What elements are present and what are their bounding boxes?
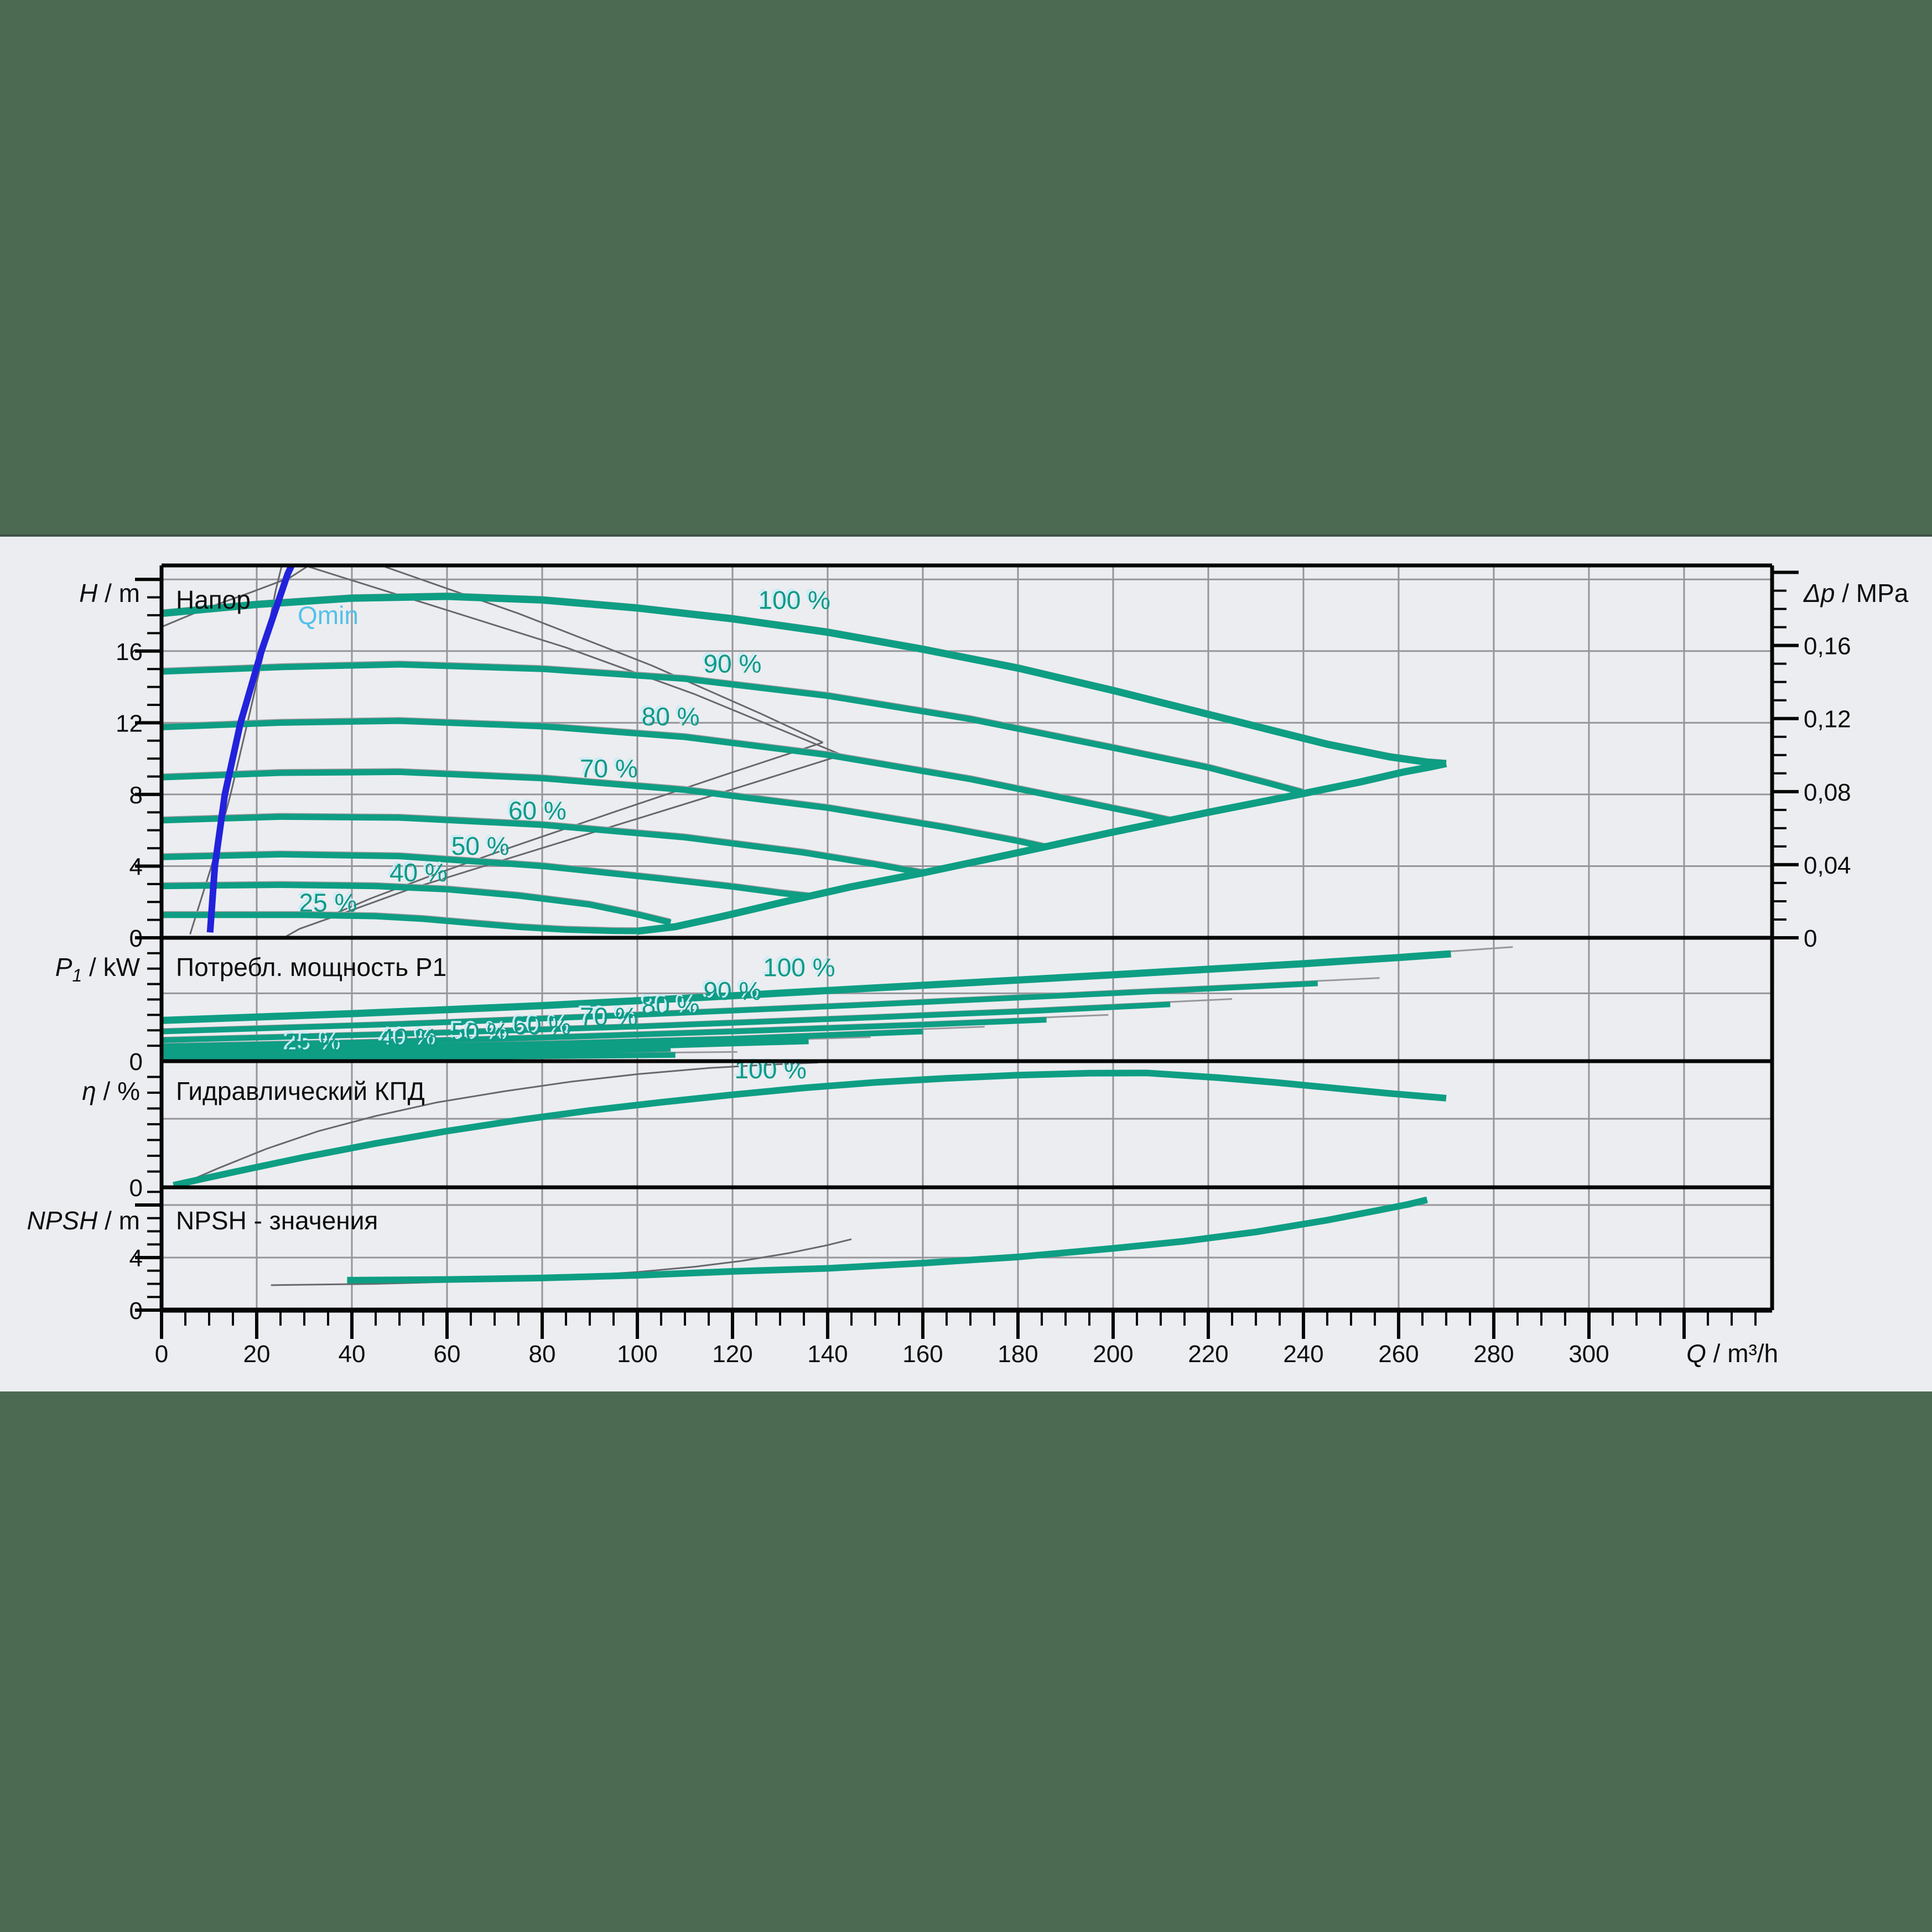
curve-label: 90 % [704, 649, 762, 678]
curve-label-shadow: 40 % [387, 856, 445, 885]
x-tick-label: 60 [434, 1341, 461, 1368]
panel-head [162, 565, 1772, 938]
x-tick-label: 220 [1188, 1341, 1228, 1368]
curve-label-shadow: 60 % [506, 794, 564, 823]
curve-label: 25 % [299, 889, 357, 917]
x-tick-label: 300 [1569, 1341, 1609, 1368]
curve-speed-90 [162, 661, 1305, 796]
curve-label-shadow: 70 % [578, 1000, 636, 1029]
panel-title-head: Напор [176, 585, 251, 614]
curve-label: Qmin [298, 601, 359, 630]
curve-speed-100 [162, 593, 1447, 767]
curve-p1-100 [162, 950, 1451, 1024]
curve-label-shadow: 25 % [283, 1026, 341, 1055]
curve-label: 25 % [285, 1029, 343, 1057]
panel-title-eff: Гидравлический КПД [176, 1077, 425, 1105]
curve-label-shadow: 25 % [297, 886, 355, 915]
curve-label: 70 % [580, 754, 638, 783]
curve-eff-reference [180, 1061, 818, 1186]
curve-envelope-min-flow [637, 760, 1447, 935]
curve-label: 40 % [389, 858, 448, 887]
y2-tick-label: 0,04 [1804, 852, 1851, 879]
y2-tick-label: 0 [1804, 925, 1817, 952]
axis-label-head: H / m [79, 579, 140, 607]
curve-label-shadow: 100 % [761, 951, 833, 980]
curve-contour-left [189, 567, 283, 934]
axis-label-npsh: NPSH / m [27, 1206, 140, 1235]
x-tick-label: 260 [1378, 1341, 1419, 1368]
axis-label-power: P1 / kW [55, 953, 141, 985]
curve-speed-40 [162, 881, 672, 926]
curve-label-shadow: 70 % [578, 752, 636, 781]
curve-label-shadow: 80 % [640, 700, 698, 729]
curve-label-shadow: 100 % [756, 584, 828, 612]
y2-tick-label: 0,12 [1804, 706, 1851, 733]
curve-label: 60 % [513, 1011, 572, 1040]
x-tick-label: 40 [339, 1341, 366, 1368]
x-tick-label: 280 [1473, 1341, 1514, 1368]
curve-contour-leaf2-lower [333, 741, 823, 916]
x-tick-label: 100 [617, 1341, 657, 1368]
x-tick-label: 140 [807, 1341, 848, 1368]
panel-eff [162, 1061, 1772, 1187]
panel-title-npsh: NPSH - значения [176, 1206, 378, 1235]
curve-eff-100 [173, 1069, 1447, 1187]
curve-label-shadow: 60 % [511, 1009, 569, 1037]
curve-label-shadow: 50 % [449, 829, 507, 858]
curve-speed-70 [162, 768, 1047, 850]
curve-label: 100 % [763, 953, 835, 982]
curve-p1-25 [162, 1052, 676, 1061]
curve-label: 50 % [451, 832, 510, 860]
curve-p1-60 [162, 1029, 923, 1054]
curve-p1-50 [162, 1038, 809, 1057]
x-tick-label: 180 [998, 1341, 1038, 1368]
curve-speed-80 [162, 718, 1171, 824]
curve-speed-25 [162, 912, 638, 934]
curve-label: 90 % [704, 977, 762, 1005]
chart-band-background [0, 536, 1932, 1391]
y2-tick-label: 0,08 [1804, 779, 1851, 806]
y-tick-label: 0 [129, 1048, 143, 1076]
panel-npsh [162, 1187, 1772, 1310]
axis-label-dp: Δp / MPa [1803, 579, 1909, 607]
y2-tick-label: 0,16 [1804, 633, 1851, 660]
panel-title-power: Потребл. мощность P1 [176, 953, 446, 981]
axis-label-q: Q / m³/h [1686, 1339, 1778, 1368]
curve-label: 80 % [642, 702, 700, 731]
curve-p1-70 [162, 1017, 1047, 1050]
curve-label: 40 % [380, 1024, 438, 1052]
x-tick-label: 200 [1093, 1341, 1133, 1368]
x-tick-label: 120 [712, 1341, 752, 1368]
x-tick-label: 80 [528, 1341, 555, 1368]
curve-speed-50 [162, 851, 809, 900]
x-tick-label: 20 [243, 1341, 271, 1368]
curve-label: 50 % [451, 1018, 510, 1047]
curve-label: 60 % [508, 796, 567, 825]
axis-label-eff: η / % [82, 1077, 140, 1105]
curve-label-shadow: 50 % [449, 1016, 507, 1045]
panel-power [162, 938, 1772, 1061]
curve-p1-90 [162, 980, 1318, 1035]
curve-label-shadow: 40 % [378, 1021, 436, 1050]
x-tick-label: 0 [155, 1341, 168, 1368]
curve-label: 100 % [759, 586, 830, 615]
curve-label-shadow: 90 % [702, 974, 760, 1003]
curve-qmin-line [206, 565, 295, 933]
y-tick-label: 0 [129, 1175, 143, 1202]
curve-p1-80 [162, 1001, 1171, 1043]
curve-speed-60 [162, 813, 923, 876]
curve-label: 80 % [642, 991, 700, 1020]
curve-label: 70 % [580, 1003, 638, 1031]
x-tick-label: 240 [1283, 1341, 1323, 1368]
curve-label-shadow: 80 % [640, 989, 698, 1018]
x-tick-label: 160 [902, 1341, 943, 1368]
curve-npsh-100 [347, 1196, 1428, 1284]
curve-label-shadow: 100 % [733, 1053, 804, 1082]
curve-contour-upper-left [162, 566, 308, 628]
curve-label-shadow: 90 % [702, 647, 760, 676]
